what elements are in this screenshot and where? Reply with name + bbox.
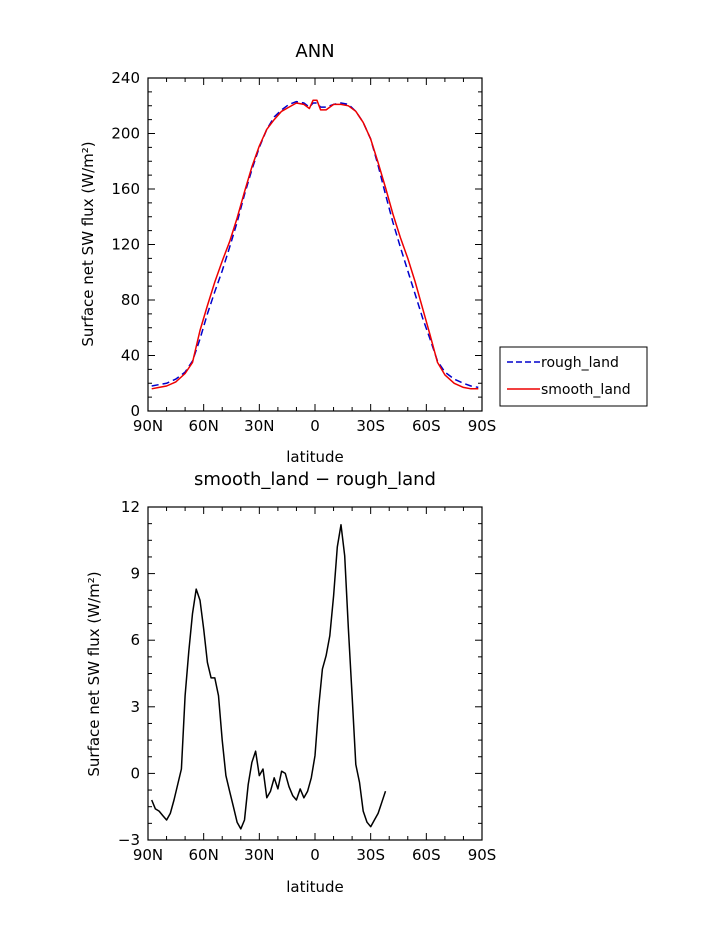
bottom-chart-ytick-label: 3 <box>130 698 140 716</box>
top-chart-xtick-label: 30S <box>356 417 385 435</box>
bottom-chart-ytick-label: 0 <box>130 764 140 782</box>
bottom-chart-ytick-label: 12 <box>121 498 140 516</box>
bottom-chart-xtick-label: 30N <box>244 846 274 864</box>
top-chart-ytick-label: 120 <box>111 236 140 254</box>
top-chart-series-line-smooth-land <box>151 99 479 390</box>
top-chart-xtick-label: 0 <box>310 417 320 435</box>
legend-label-smooth-land: smooth_land <box>541 382 631 398</box>
top-chart-xtick-label: 60N <box>189 417 219 435</box>
top-chart-ytick-label: 80 <box>121 291 140 309</box>
bottom-chart-ytick-label: 9 <box>130 565 140 583</box>
bottom-chart-ylabel: Surface net SW flux (W/m²) <box>85 571 103 776</box>
top-chart-ylabel: Surface net SW flux (W/m²) <box>79 141 97 346</box>
bottom-chart-xtick-label: 90N <box>133 846 163 864</box>
legend-box <box>499 346 648 407</box>
top-chart-xtick-label: 60S <box>412 417 441 435</box>
top-chart: ANN latitude Surface net SW flux (W/m²) … <box>79 41 496 466</box>
legend: rough_land smooth_land <box>499 346 648 407</box>
top-chart-xtick-label: 90S <box>468 417 497 435</box>
top-chart-plot-frame <box>147 77 483 412</box>
bottom-chart-ytick-label: 6 <box>130 631 140 649</box>
bottom-chart-xtick-label: 60S <box>412 846 441 864</box>
bottom-chart: smooth_land − rough_land latitude Surfac… <box>85 469 496 896</box>
bottom-chart-ytick-label: −3 <box>118 831 140 849</box>
bottom-chart-ticks: 90N 60N 30N 0 30S 60S 90S −3 0 3 6 9 12 <box>118 498 496 864</box>
top-chart-ytick-label: 240 <box>111 69 140 87</box>
bottom-chart-xtick-label: 60N <box>189 846 219 864</box>
top-chart-ticks: 90N 60N 30N 0 30S 60S 90S 0 40 80 120 160 200 240 <box>111 69 496 435</box>
bottom-chart-xtick-label: 30S <box>356 846 385 864</box>
bottom-chart-plot-frame <box>147 506 483 841</box>
top-chart-ytick-label: 40 <box>121 347 140 365</box>
top-chart-xlabel: latitude <box>286 448 344 466</box>
top-chart-ytick-label: 160 <box>111 180 140 198</box>
bottom-chart-xtick-label: 90S <box>468 846 497 864</box>
bottom-chart-series-line <box>151 524 387 830</box>
top-chart-xtick-label: 30N <box>244 417 274 435</box>
top-chart-xtick-label: 90N <box>133 417 163 435</box>
top-chart-series <box>151 99 479 390</box>
top-chart-series-line-rough-land <box>151 100 479 389</box>
bottom-chart-xtick-label: 0 <box>310 846 320 864</box>
top-chart-ytick-label: 200 <box>111 125 140 143</box>
bottom-chart-xlabel: latitude <box>286 878 344 896</box>
legend-label-rough-land: rough_land <box>541 355 619 371</box>
top-chart-ytick-label: 0 <box>130 402 140 420</box>
bottom-chart-series <box>151 524 387 830</box>
bottom-chart-title: smooth_land − rough_land <box>194 469 436 490</box>
top-chart-title: ANN <box>295 41 334 62</box>
